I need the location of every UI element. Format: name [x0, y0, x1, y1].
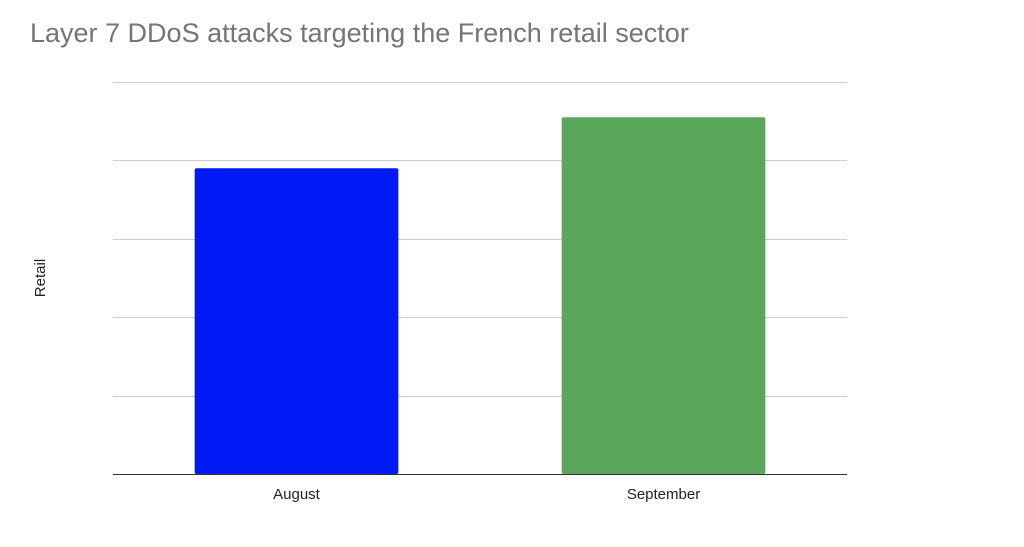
x-tick-label: August [273, 486, 321, 503]
y-axis-label: Retail [32, 259, 49, 297]
chart-title: Layer 7 DDoS attacks targeting the Frenc… [30, 18, 689, 48]
x-tick-label: September [627, 486, 700, 503]
bar-august [194, 168, 399, 475]
bars [194, 117, 766, 475]
x-tick-labels: August September [273, 486, 700, 503]
bar-september [561, 117, 766, 474]
